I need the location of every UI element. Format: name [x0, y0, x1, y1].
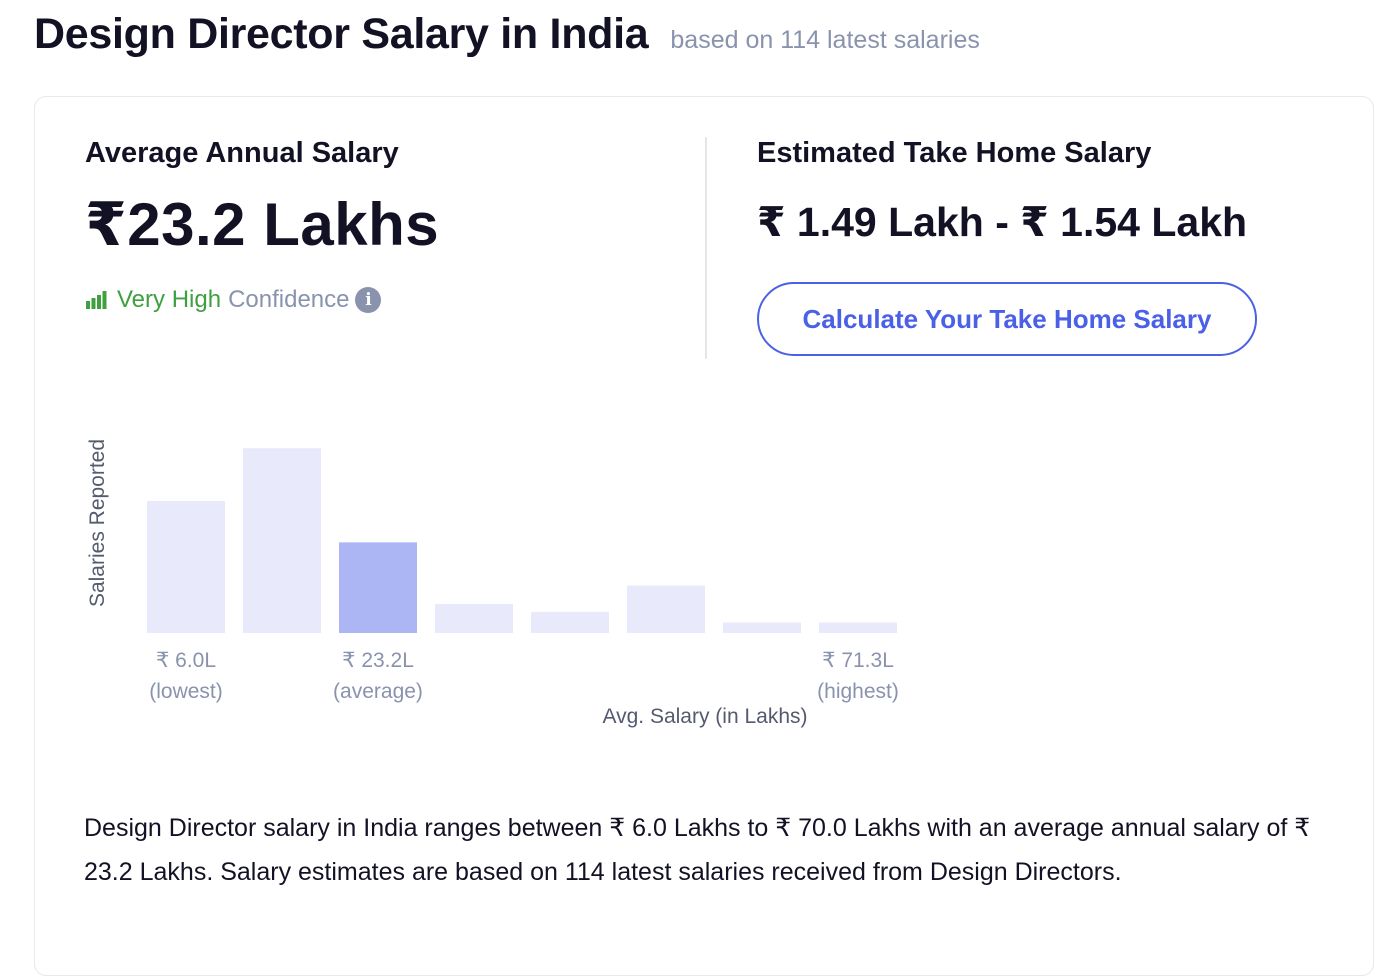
average-salary-value: ₹23.2 Lakhs	[85, 191, 440, 258]
average-salary-section: Average Annual Salary ₹23.2 Lakhs Very H…	[85, 137, 439, 314]
info-icon[interactable]: i	[355, 287, 382, 313]
calculate-take-home-button[interactable]: Calculate Your Take Home Salary	[757, 282, 1257, 356]
take-home-section: Estimated Take Home Salary ₹ 1.49 Lakh -…	[757, 137, 1257, 356]
section-divider	[705, 137, 707, 359]
take-home-label: Estimated Take Home Salary	[757, 137, 1152, 169]
page-header: Design Director Salary in India based on…	[34, 10, 980, 59]
average-salary-label: Average Annual Salary	[85, 137, 399, 169]
page-title: Design Director Salary in India	[34, 10, 649, 58]
confidence-label: Confidence	[228, 286, 350, 313]
salary-description: Design Director salary in India ranges b…	[84, 814, 1311, 886]
take-home-value: ₹ 1.49 Lakh - ₹ 1.54 Lakh	[757, 199, 1248, 245]
confidence-indicator: Very High Confidence i	[85, 286, 439, 314]
confidence-level: Very High	[117, 286, 222, 313]
page-subtitle: based on 114 latest salaries	[670, 26, 980, 54]
bar-chart-icon	[86, 291, 107, 309]
